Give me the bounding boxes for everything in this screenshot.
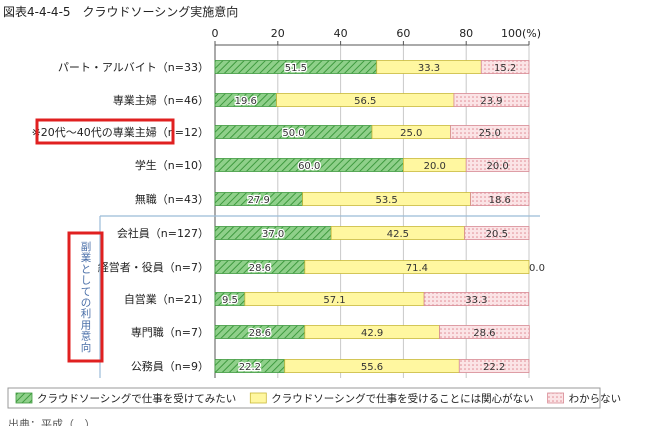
category-label: 専業主婦（n=46） (113, 93, 209, 107)
data-label: 20.0 (486, 161, 508, 172)
bar-segment-3 (470, 192, 530, 206)
data-label: 42.9 (361, 328, 383, 339)
data-label: 55.6 (361, 362, 383, 373)
data-label: 9.5 (222, 295, 238, 306)
data-label: 37.0 (262, 229, 284, 240)
data-label: 50.0 (282, 128, 304, 139)
category-label: 学生（n=10） (135, 158, 209, 172)
category-label: 無職（n=43） (135, 192, 209, 206)
data-label: 57.1 (323, 295, 345, 306)
data-label: 15.2 (494, 63, 516, 74)
bar-segment-3 (480, 60, 530, 74)
annotations: 副業としての利用意向 (35, 118, 540, 378)
highlight-box (35, 118, 175, 145)
data-label: 18.6 (489, 195, 511, 206)
data-label: 25.0 (479, 128, 501, 139)
bar-segment-3 (450, 125, 530, 139)
x-tick-label: 80 (459, 27, 473, 40)
category-labels: パート・アルバイト（n=33） 専業主婦（n=46） ※20代～40代の専業主婦（n… (32, 61, 209, 373)
legend-entry: クラウドソーシングで仕事を受けてみたい (37, 392, 236, 405)
x-tick-label: 100(%) (501, 27, 541, 40)
data-label: 22.2 (239, 362, 261, 373)
data-label: 28.6 (473, 328, 495, 339)
category-label: ※20代～40代の専業主婦（n=12） (32, 125, 209, 139)
legend-entry: クラウドソーシングで仕事を受けることには関心がない (271, 392, 533, 405)
data-label: 56.5 (354, 96, 376, 107)
data-label: 20.0 (424, 161, 446, 172)
category-label: 公務員（n=9） (131, 359, 209, 373)
bar-segment-3 (439, 325, 530, 339)
bar-segment-3 (423, 292, 530, 306)
data-label: 33.3 (418, 63, 440, 74)
data-label: 60.0 (298, 161, 320, 172)
data-label: 0.0 (529, 263, 545, 274)
bar-segment-2 (304, 260, 530, 274)
bar-segment-3 (465, 158, 530, 172)
chart-legend: クラウドソーシングで仕事を受けてみたい クラウドソーシングで仕事を受けることには関… (7, 387, 622, 426)
category-label: 経営者・役員（n=7） (98, 260, 209, 274)
data-label: 19.6 (235, 96, 257, 107)
bar-segment-3 (464, 226, 530, 240)
data-label: 51.5 (285, 63, 307, 74)
data-label: 27.9 (248, 195, 270, 206)
x-tick-label: 0 (212, 27, 219, 40)
data-label: 53.5 (375, 195, 397, 206)
category-label: パート・アルバイト（n=33） (58, 61, 209, 74)
data-label: 22.2 (483, 362, 505, 373)
data-label: 25.0 (400, 128, 422, 139)
legend-entry: わからない (569, 393, 622, 405)
data-label: 20.5 (486, 229, 508, 240)
data-label: 23.9 (480, 96, 502, 107)
bar-segment-3 (458, 359, 530, 373)
group-label-box (67, 231, 104, 363)
group-label: 副業としての利用意向 (81, 241, 92, 354)
x-axis-ticks: 0 20 40 60 80 100(%) (212, 27, 541, 378)
legend-swatch (547, 392, 564, 404)
data-label: 71.4 (406, 263, 428, 274)
footnote: 出典：平成（...） (8, 417, 96, 426)
legend-box (7, 387, 601, 409)
x-tick-label: 60 (396, 27, 410, 40)
x-tick-label: 20 (271, 27, 285, 40)
x-tick-label: 40 (334, 27, 348, 40)
data-label: 33.3 (465, 295, 487, 306)
bar-segment-3 (453, 93, 530, 107)
bar-rows: 51.5 33.3 15.2 19.6 56.5 23.9 50.0 25.0 25.0 60.0… (214, 60, 545, 374)
category-label: 自営業（n=21） (124, 292, 209, 306)
data-label: 28.6 (249, 263, 271, 274)
data-label: 42.5 (387, 229, 409, 240)
figure-title: 図表4-4-4-5 クラウドソーシング実施意向 (3, 5, 239, 19)
category-label: 専門職（n=7） (131, 326, 209, 339)
category-label: 会社員（n=127） (117, 226, 209, 240)
legend-swatch (249, 392, 267, 404)
legend-swatch (15, 392, 33, 404)
data-label: 28.6 (249, 328, 271, 339)
